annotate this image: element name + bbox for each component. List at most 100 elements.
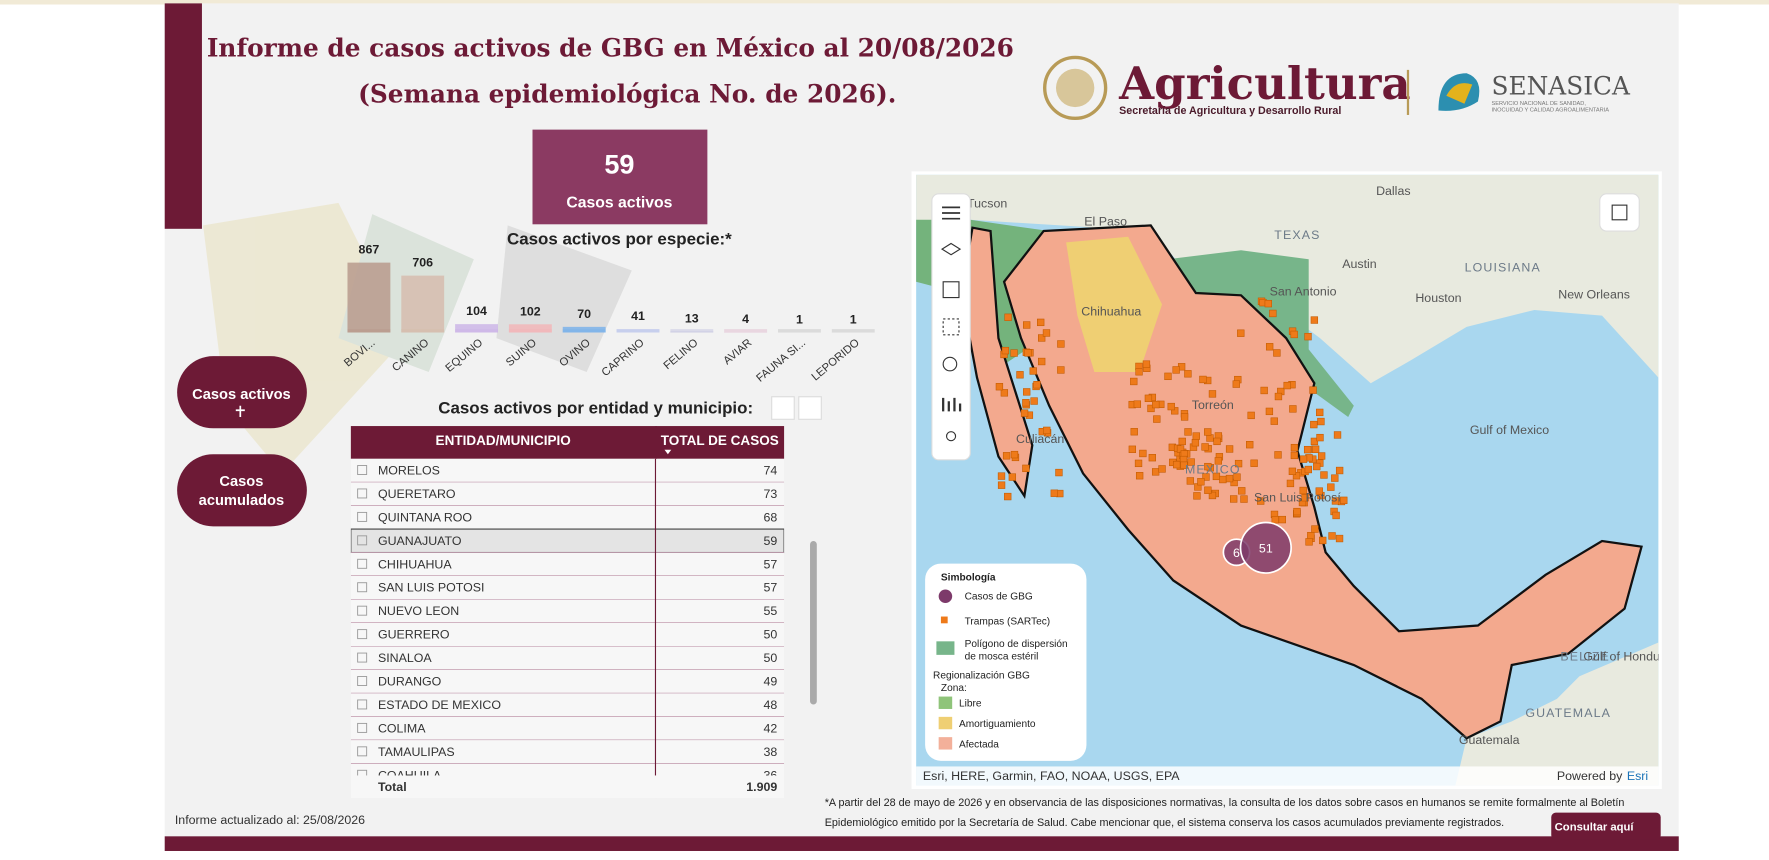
trap [1010,349,1018,357]
case-cluster [1239,521,1292,574]
legend-swatch [938,716,953,730]
search-icon[interactable] [942,356,958,372]
person-icon[interactable] [945,431,957,442]
buffer-zone [1066,236,1163,372]
data-label: 104 [466,304,487,318]
trap [1139,449,1147,458]
trap [1288,467,1297,476]
trap [1204,486,1212,494]
trap [1164,372,1172,381]
map-labels: Dallas TEXAS Austin LOUISIANA Houston New Orl… [967,184,1677,747]
trap [1201,443,1209,451]
table-row [350,575,785,600]
expand-icon [357,652,368,663]
btn-active[interactable]: Casos activos [177,356,307,429]
table-row [350,740,785,764]
subtitle: (Semana epidemiológica No. de 2026). [358,80,896,109]
trap [1197,478,1205,486]
map-label: Tucson [967,196,1007,210]
row-value: 74 [764,464,778,478]
updated-note: Informe actualizado al: 25/08/2026 [175,813,365,827]
bar-base [562,329,606,333]
trap [1264,299,1272,308]
emblem [1043,55,1108,121]
watermark-shape [496,225,632,372]
map-label: Gulf of Honduras [1583,650,1677,664]
trap [1158,465,1166,473]
trap [1151,468,1160,476]
expand-icon [357,605,368,616]
map-label: San Luis Potosí [1254,491,1341,505]
bar-base [616,329,660,333]
button-label[interactable]: acumulados [199,493,284,509]
consult-button[interactable] [1551,812,1661,840]
data-label: 4 [742,312,749,326]
trap [1016,371,1024,379]
trap [1022,464,1030,473]
trap [1310,420,1318,429]
expand-icon [357,699,368,710]
legend-item: Casos de GBG [965,592,1033,603]
focus-icon[interactable] [798,396,822,420]
trap [1283,381,1291,390]
trap [1271,516,1279,524]
table-row [350,622,785,647]
table-icon[interactable] [1611,204,1628,221]
trap [1274,451,1282,459]
title: Informe de casos activos de GBG en Méxic… [207,33,1014,62]
filter-icon[interactable] [771,396,795,420]
map-toolbar [931,193,1640,461]
trap [1230,495,1238,503]
btn-accum[interactable]: Casos acumulados [177,454,307,527]
map-label: Austin [1342,257,1377,271]
trap [1030,397,1038,405]
layers-icon[interactable] [940,242,962,256]
table-toggle[interactable] [1599,193,1640,232]
legend-item: Polígono de dispersión [965,639,1068,650]
trap [1008,473,1017,481]
attribution: Esri, HERE, Garmin, FAO, NOAA, USGS, EPA [923,769,1180,783]
legend-title: Simbología [941,572,996,583]
row-name: MORELOS [378,464,440,478]
scrollbar[interactable] [810,541,817,705]
trap [1057,340,1065,348]
trap [1335,534,1344,543]
trap [1172,366,1180,374]
legend-item: de mosca estéril [965,651,1039,662]
table-row [350,646,785,670]
expand-icon [357,558,368,569]
trap [1333,431,1342,439]
bar [508,324,552,333]
button[interactable] [177,454,307,527]
row-value: 50 [764,628,778,642]
logo-subtext: Secretaría de Agricultura y Desarrollo R… [1119,105,1341,117]
button-label[interactable]: Casos [219,474,263,490]
side-stripe [164,3,202,229]
trap [1002,452,1011,460]
button[interactable] [177,356,307,429]
row-value: 50 [764,651,778,665]
trap [1273,349,1281,357]
chart-title: Casos activos por especie:* [507,230,732,249]
row-value: 68 [764,510,778,524]
row-name: TAMAULIPAS [378,745,455,759]
button-label[interactable]: Casos activos [192,387,291,403]
trap [1233,473,1241,481]
map-label: New Orleans [1558,288,1630,302]
consult-label[interactable]: Consultar aquí [1555,822,1635,834]
trap [1135,472,1144,480]
trap [1304,332,1312,341]
trap [1225,445,1234,453]
senasica-subtext: SERVICIO NACIONAL DE SANIDAD, [1491,101,1586,107]
trap [1042,329,1051,337]
qr-icon[interactable] [942,281,960,299]
trap [1204,462,1212,471]
trap [1246,441,1254,449]
trap [1134,459,1143,468]
select-icon[interactable] [942,318,960,336]
menu-icon[interactable] [942,206,961,220]
trap [1240,495,1248,503]
chart-icon[interactable] [942,397,962,412]
bar-base [455,329,498,333]
esri-link[interactable]: Esri [1627,769,1648,783]
